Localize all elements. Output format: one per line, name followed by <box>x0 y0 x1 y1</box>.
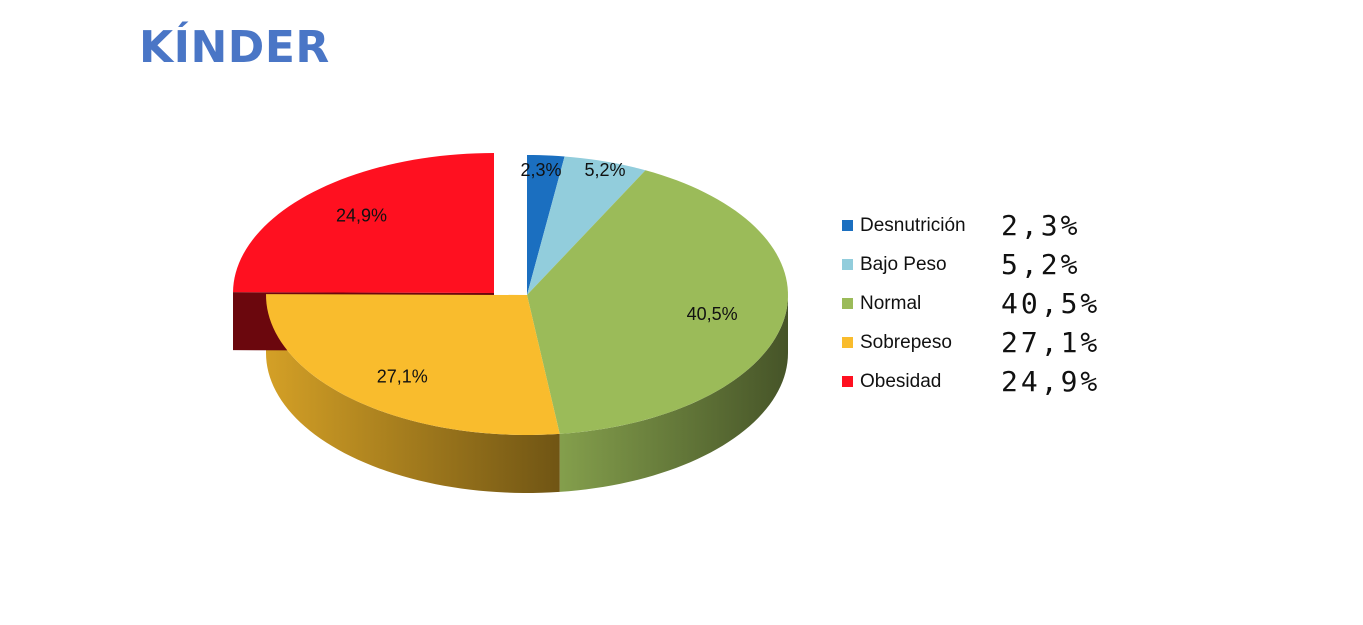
pie-slice-sobrepeso <box>266 294 560 435</box>
legend-label: Obesidad <box>860 370 942 392</box>
data-label: 5,2% <box>584 160 625 180</box>
legend-swatch <box>842 376 853 387</box>
legend-swatch <box>842 220 853 231</box>
pie-slice-desnutricion <box>527 155 565 295</box>
pie-slice-normal <box>527 170 788 434</box>
chart-legend: Desnutrición 2,3% Bajo Peso 5,2% Normal … <box>842 206 1122 401</box>
pie-slice-obesidad <box>233 153 494 293</box>
legend-swatch <box>842 337 853 348</box>
data-label: 2,3% <box>520 160 561 180</box>
pie-slice-side-3 <box>266 295 560 493</box>
page-title: KÍNDER <box>139 22 330 73</box>
legend-value: 24,9% <box>1001 365 1101 398</box>
pie-slice-bajo-peso <box>527 156 646 295</box>
legend-label: Bajo Peso <box>860 253 947 275</box>
legend-label: Normal <box>860 292 922 314</box>
data-label: 40,5% <box>687 304 738 324</box>
data-label: 24,9% <box>336 206 387 226</box>
data-label: 27,1% <box>377 367 428 387</box>
legend-item-normal: Normal 40,5% <box>842 284 1122 323</box>
legend-item-obesidad: Obesidad 24,9% <box>842 362 1122 401</box>
legend-swatch <box>842 298 853 309</box>
legend-label: Sobrepeso <box>860 331 952 353</box>
legend-item-desnutricion: Desnutrición 2,3% <box>842 206 1122 245</box>
legend-value: 2,3% <box>1001 209 1081 242</box>
legend-swatch <box>842 259 853 270</box>
pie-slice-side-2 <box>559 295 788 492</box>
legend-item-sobrepeso: Sobrepeso 27,1% <box>842 323 1122 362</box>
legend-item-bajo-peso: Bajo Peso 5,2% <box>842 245 1122 284</box>
legend-label: Desnutrición <box>860 214 966 236</box>
legend-value: 27,1% <box>1001 326 1101 359</box>
legend-value: 5,2% <box>1001 248 1081 281</box>
legend-value: 40,5% <box>1001 287 1101 320</box>
